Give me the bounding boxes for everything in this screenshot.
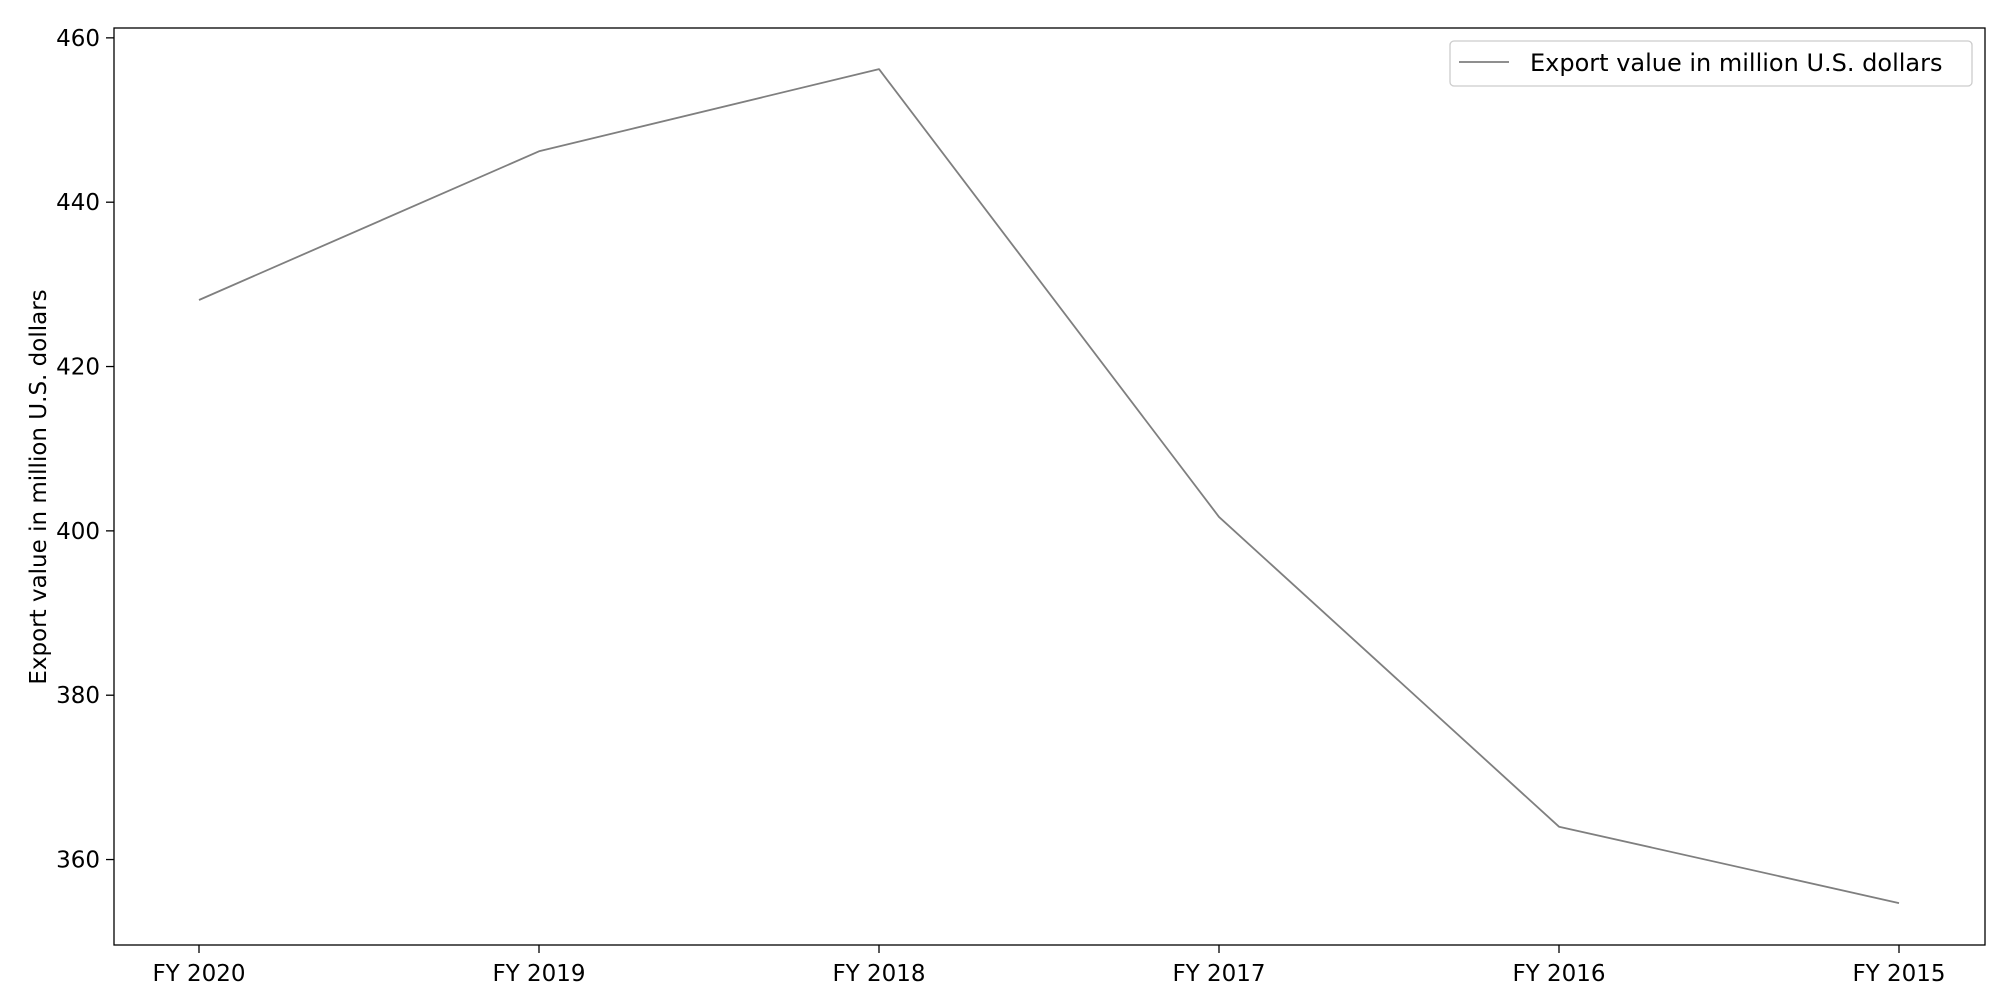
x-tick-label: FY 2015 <box>1852 961 1945 987</box>
x-tick-label: FY 2019 <box>492 961 585 987</box>
series-layer <box>198 68 1900 904</box>
data-point <box>538 150 540 152</box>
y-tick-label: 440 <box>56 190 100 216</box>
x-tick-label: FY 2017 <box>1172 961 1265 987</box>
legend-box <box>1449 40 1973 87</box>
data-point <box>1218 516 1220 518</box>
x-tick-label: FY 2016 <box>1512 961 1605 987</box>
plot-area-frame <box>113 27 1986 946</box>
series-line <box>198 68 1900 904</box>
data-point <box>1898 902 1900 904</box>
y-tick-label: 420 <box>56 355 100 381</box>
x-axis: FY 2020 FY 2019 FY 2018 FY 2017 FY 2016 FY 20… <box>152 945 1946 987</box>
y-tick-label: 400 <box>56 519 100 545</box>
data-point <box>878 68 880 70</box>
y-axis: 360 380 400 420 440 460 <box>56 26 114 874</box>
data-point <box>1558 825 1560 827</box>
y-axis-label: Export value in million U.S. dollars <box>26 289 52 684</box>
data-point <box>198 299 200 301</box>
x-tick-label: FY 2020 <box>152 961 245 987</box>
y-tick-label: 460 <box>56 26 100 52</box>
legend-label: Export value in million U.S. dollars <box>1530 49 1942 77</box>
x-tick-label: FY 2018 <box>832 961 925 987</box>
y-tick-label: 360 <box>56 848 100 874</box>
legend: Export value in million U.S. dollars <box>1449 40 1973 87</box>
y-tick-label: 380 <box>56 683 100 709</box>
